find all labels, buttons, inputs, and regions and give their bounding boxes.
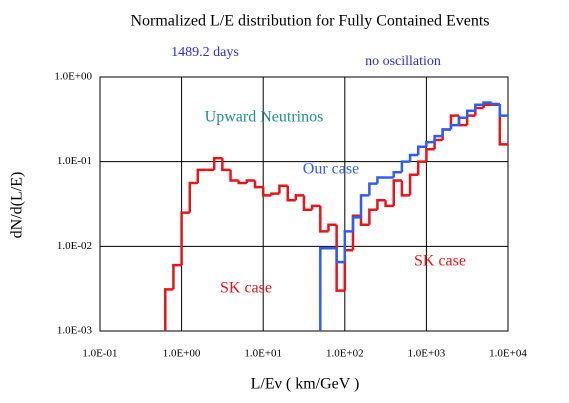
histogram-step — [449, 123, 460, 130]
histogram-step — [457, 116, 468, 126]
histogram-step — [425, 140, 435, 147]
x-tick-label: 1.0E+01 — [244, 348, 282, 360]
x-axis-label: L/Eν ( km/GeV ) — [251, 376, 360, 393]
histogram-step — [253, 180, 264, 189]
histogram-step — [416, 160, 427, 175]
series-label: Our case — [303, 161, 359, 178]
y-tick-label: 1.0E-03 — [57, 325, 93, 337]
histogram-step — [270, 192, 280, 196]
histogram-step — [441, 128, 451, 137]
histogram-step — [465, 109, 476, 118]
histogram-step — [392, 170, 402, 178]
histogram-step — [212, 156, 223, 170]
histogram-step — [498, 104, 508, 146]
histogram-step — [237, 180, 247, 185]
histogram-step — [172, 263, 182, 290]
histogram-step — [351, 216, 362, 232]
histogram-step — [310, 204, 321, 210]
histogram-step — [164, 288, 174, 331]
annotation: SK case — [414, 253, 466, 270]
histogram-step — [359, 194, 370, 218]
histogram-step — [400, 180, 411, 197]
histogram-step — [416, 145, 427, 155]
histogram-step — [180, 211, 190, 266]
x-tick-label: 1.0E-01 — [82, 348, 117, 360]
histogram-step — [335, 224, 345, 292]
histogram-step — [425, 148, 435, 162]
y-tick-label: 1.0E-02 — [57, 240, 92, 252]
annotation: Upward Neutrinos — [205, 109, 324, 126]
series-label: SK case — [220, 280, 272, 297]
x-tick-label: 1.0E+00 — [163, 348, 201, 360]
histogram-step — [335, 248, 345, 264]
plot-frame — [99, 76, 509, 332]
histogram-step — [319, 246, 329, 331]
histogram-step — [490, 102, 500, 106]
histogram-step — [392, 179, 402, 206]
histogram-step — [229, 169, 239, 182]
histogram-step — [327, 223, 337, 232]
histogram-step — [384, 200, 394, 208]
histogram-step — [278, 184, 288, 194]
histogram-step — [359, 215, 370, 226]
y-axis-label: dN/d(L/E) — [9, 172, 26, 239]
histogram-step — [294, 194, 304, 201]
annotation: 1489.2 days — [171, 45, 239, 60]
histogram-step — [376, 176, 386, 184]
histogram-step — [498, 103, 508, 117]
x-tick-label: 1.0E+03 — [408, 348, 446, 360]
histogram-step — [433, 134, 443, 143]
histogram-step — [302, 195, 313, 212]
histogram-step — [482, 103, 492, 109]
histogram-step — [408, 153, 419, 162]
histogram-step — [482, 101, 492, 105]
histogram-step — [408, 173, 419, 196]
histogram-step — [441, 128, 451, 141]
chart-title: Normalized L/E distribution for Fully Co… — [130, 13, 489, 30]
x-tick-label: 1.0E+02 — [326, 348, 364, 360]
histogram-step — [343, 230, 353, 263]
x-tick-label: 1.0E+04 — [489, 348, 527, 360]
histogram-step — [286, 185, 296, 202]
histogram-step — [319, 205, 329, 233]
histogram-step — [221, 158, 231, 172]
histogram-step — [188, 181, 198, 213]
y-tick-label: 1.0E-01 — [57, 155, 92, 167]
histogram-step — [376, 199, 386, 210]
annotation: no oscillation — [365, 54, 441, 69]
histogram-step — [368, 208, 378, 225]
y-tick-label: 1.0E+00 — [54, 71, 92, 83]
histogram-step — [196, 168, 207, 183]
histogram-step — [368, 182, 378, 196]
histogram-step — [245, 179, 256, 183]
histogram-step — [261, 187, 272, 197]
histogram-step — [474, 103, 484, 111]
histogram-step — [351, 214, 362, 251]
histogram-step — [400, 160, 411, 173]
